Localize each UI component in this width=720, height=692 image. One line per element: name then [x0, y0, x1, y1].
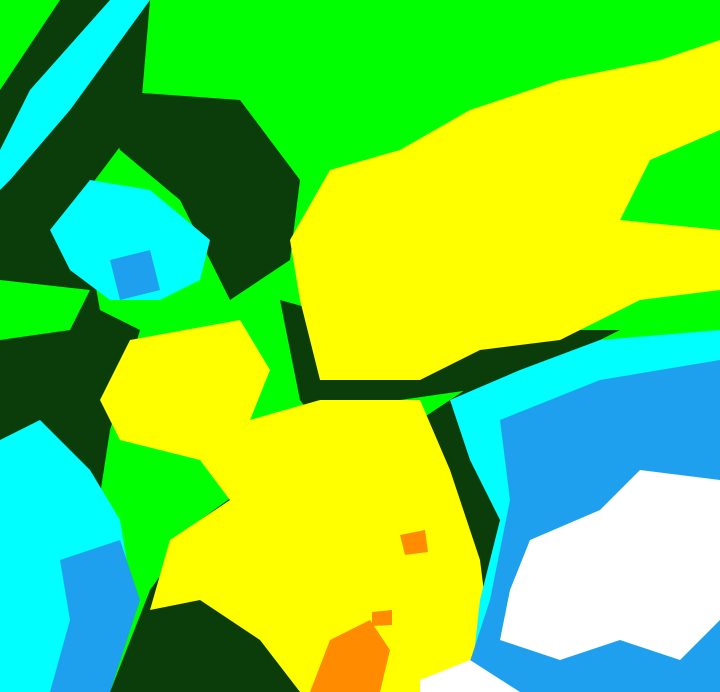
- region-blue-west-blob: [110, 250, 160, 300]
- region-orange-south: [310, 620, 390, 692]
- region-white-southeast: [500, 470, 720, 660]
- region-yellow-central: [290, 40, 720, 380]
- region-white-south: [420, 660, 520, 692]
- region-blue-southwest: [50, 540, 140, 692]
- region-cyan-northwest: [0, 0, 150, 190]
- region-dark-streak-1: [100, 90, 300, 300]
- region-yellow-southwest: [100, 320, 490, 692]
- region-green-west: [0, 0, 60, 90]
- region-orange-small: [400, 530, 428, 555]
- region-cyan-west-blob: [50, 180, 210, 300]
- region-orange-tiny: [372, 610, 392, 626]
- region-green-west-2: [0, 280, 90, 340]
